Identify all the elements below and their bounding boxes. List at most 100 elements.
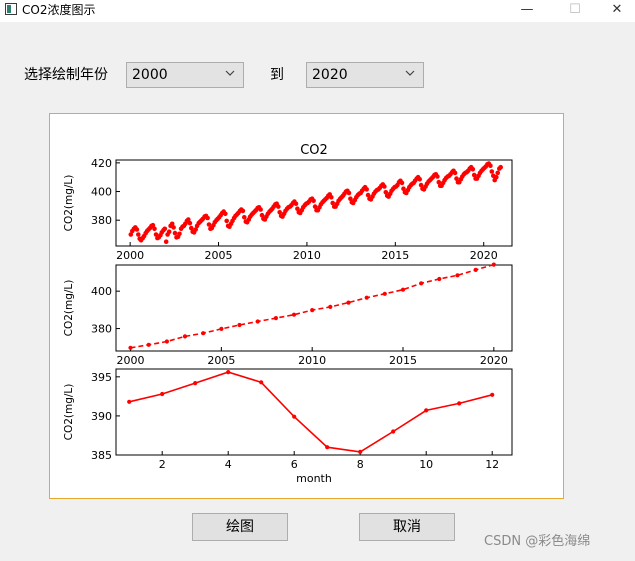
data-point [293,201,299,206]
plot-button[interactable]: 绘图 [192,513,288,541]
data-point [488,163,493,168]
data-point [273,316,278,321]
data-point [419,281,424,286]
data-point [329,195,334,200]
data-point [292,414,297,419]
co2-figure: CO2 2000 2005 2010 2015 2020 380 400 420 CO2(mg/L… [63,143,513,485]
x-tick-label: 2005 [205,249,233,262]
data-point [310,308,315,313]
data-point [436,179,442,185]
close-button[interactable]: ✕ [611,2,623,17]
data-point [494,174,499,180]
maximize-button[interactable]: ☐ [569,2,581,17]
start-year-value: 2000 [132,67,168,83]
data-point [153,232,159,237]
data-point [417,177,423,182]
data-point [364,295,369,300]
data-point [163,239,169,244]
data-point [455,273,460,278]
y-tick-label: 390 [91,410,112,423]
data-point [169,221,175,227]
plot-axes-frame [115,159,513,247]
data-point [237,322,242,328]
data-point [136,232,141,237]
x-tick-label: 2010 [293,249,321,262]
data-point [489,169,495,174]
data-point [187,220,193,226]
chevron-down-icon [405,70,415,76]
data-point [325,445,330,450]
watermark: CSDN @彩色海绵 [484,534,591,549]
data-point [346,300,351,305]
data-point [206,222,212,227]
title-bar: CO2浓度图示 — ☐ ✕ [0,0,635,22]
plot-canvas: CO2 2000 2005 2010 2015 2020 380 400 420 CO2(mg/L… [49,113,564,499]
y-axis-label: CO2(mg/L) [63,384,75,441]
plot-axes-frame [115,264,513,352]
x-tick-label: 2015 [381,249,409,262]
data-point [346,190,352,196]
year-range-label: 选择绘制年份 [24,67,108,83]
x-tick-label: 4 [225,458,232,471]
data-point [364,187,370,192]
data-point [295,206,300,211]
x-tick-label: 2015 [389,354,417,367]
end-year-combo[interactable]: 2020 [306,62,424,88]
x-tick-label: 8 [357,458,364,471]
y-tick-label: 380 [91,214,112,227]
data-point [454,176,459,181]
data-point [226,370,231,375]
data-point [418,182,424,188]
data-point [255,319,260,324]
x-tick-label: 2000 [117,354,145,367]
y-tick-label: 400 [91,285,112,298]
start-year-combo[interactable]: 2000 [126,62,244,88]
chevron-down-icon [225,70,235,76]
data-point [127,399,132,404]
x-tick-label: 2020 [470,249,498,262]
data-point [205,215,210,221]
data-point [162,226,168,232]
y-tick-label: 400 [91,186,112,199]
data-point [189,225,194,231]
data-point [277,210,282,215]
x-tick-label: 6 [291,458,298,471]
data-point [312,204,318,209]
data-point [193,381,198,386]
y-tick-label: 420 [91,157,112,170]
data-point [470,167,476,172]
data-point [240,208,246,214]
plot-axes-frame [115,368,513,456]
data-point [219,326,224,331]
data-point [166,229,172,234]
data-point [128,232,134,237]
app-icon [5,3,17,15]
x-tick-label: 2005 [207,354,235,367]
data-point [471,172,477,178]
data-point [399,180,405,186]
data-point [457,401,462,406]
cancel-button[interactable]: 取消 [359,513,455,541]
data-point [328,304,333,309]
data-point [400,287,406,292]
data-point [491,262,496,267]
x-tick-label: 2020 [480,354,508,367]
data-point [201,331,206,336]
x-tick-label: 10 [419,458,433,471]
data-point [150,222,156,228]
data-point [435,174,440,179]
data-point [171,225,176,230]
data-point [128,345,133,350]
data-point [224,218,229,224]
minimize-button[interactable]: — [520,2,534,17]
data-point [146,342,151,347]
data-point [495,170,501,176]
data-point [291,312,297,317]
end-year-value: 2020 [312,67,348,83]
data-point [182,334,188,339]
data-point [223,211,228,217]
data-point [160,391,165,397]
data-point [401,186,406,191]
x-tick-label: 2010 [298,354,326,367]
data-point [490,392,495,397]
